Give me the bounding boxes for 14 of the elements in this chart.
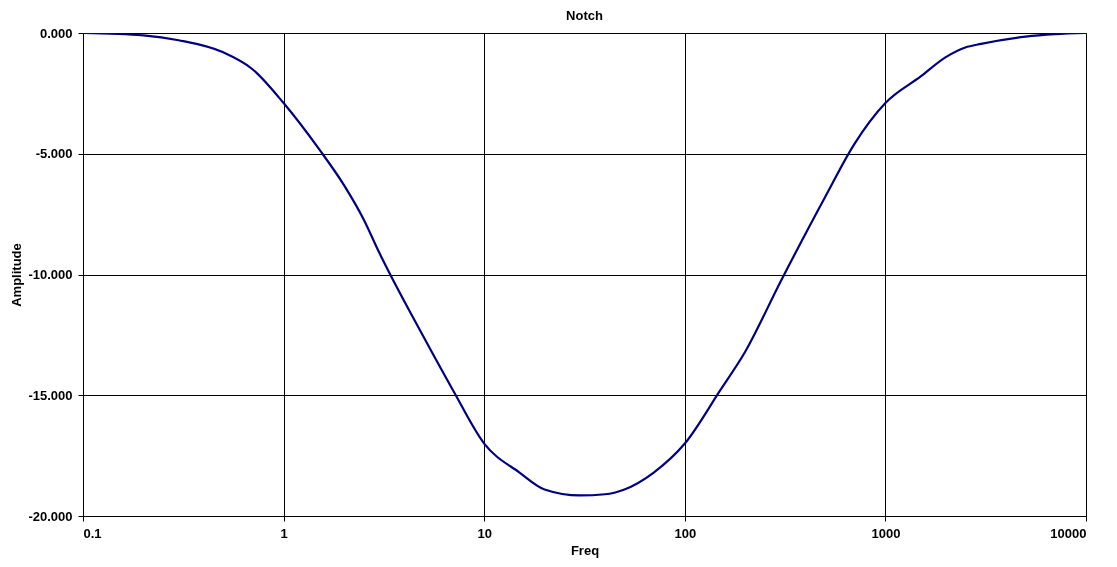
y-tick-label: -10.000 <box>28 267 73 282</box>
chart-title: Notch <box>566 8 603 23</box>
y-tick-label: 0.000 <box>39 25 73 41</box>
x-tick-label: 100 <box>674 525 697 541</box>
x-tick-label: 0.1 <box>83 525 102 541</box>
y-tick-label: -20.000 <box>28 508 73 524</box>
y-tick-label: -15.000 <box>28 387 73 403</box>
x-tick-label: 10000 <box>1050 525 1087 541</box>
x-tick-label: 10 <box>477 525 492 541</box>
x-tick-label: 1 <box>280 525 288 541</box>
y-tick-label: -5.000 <box>35 146 73 162</box>
x-tick-label: 1000 <box>871 525 901 541</box>
y-axis-title: Amplitude <box>9 243 25 307</box>
x-axis-title: Freq <box>570 542 600 558</box>
